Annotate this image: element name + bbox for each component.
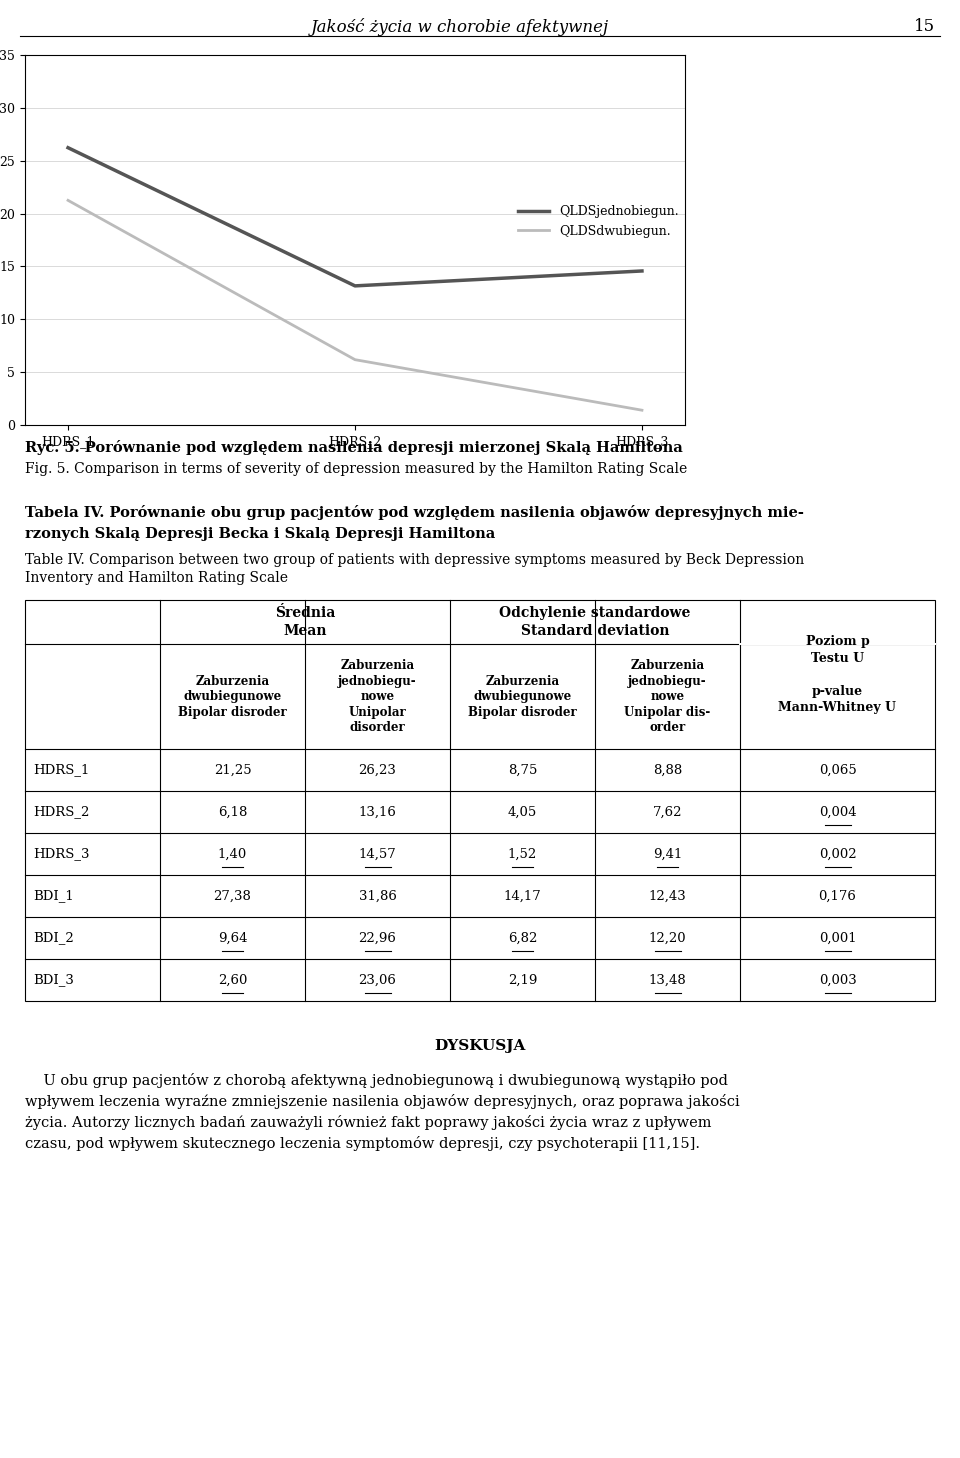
Text: 13,16: 13,16 (359, 805, 396, 818)
Legend: QLDSjednobiegun., QLDSdwubiegun.: QLDSjednobiegun., QLDSdwubiegun. (517, 206, 679, 238)
Text: Ryc. 5. Porównanie pod względem nasilenia depresji mierzonej Skalą Hamiltona: Ryc. 5. Porównanie pod względem nasileni… (25, 440, 683, 455)
Text: 31,86: 31,86 (359, 889, 396, 903)
Text: 12,43: 12,43 (649, 889, 686, 903)
Text: 6,18: 6,18 (218, 805, 247, 818)
Text: 0,001: 0,001 (819, 932, 856, 945)
Text: Fig. 5. Comparison in terms of severity of depression measured by the Hamilton R: Fig. 5. Comparison in terms of severity … (25, 462, 687, 475)
Text: BDI_2: BDI_2 (33, 932, 74, 945)
Text: wpływem leczenia wyraźne zmniejszenie nasilenia objawów depresyjnych, oraz popra: wpływem leczenia wyraźne zmniejszenie na… (25, 1094, 740, 1110)
Text: HDRS_1: HDRS_1 (33, 764, 89, 777)
Text: Zaburzenia
dwubiegunowe
Bipolar disroder: Zaburzenia dwubiegunowe Bipolar disroder (179, 675, 287, 719)
Text: 0,002: 0,002 (819, 847, 856, 860)
Text: 21,25: 21,25 (214, 764, 252, 777)
Text: 1,52: 1,52 (508, 847, 538, 860)
Text: 4,05: 4,05 (508, 805, 538, 818)
Text: U obu grup pacjentów z chorobą afektywną jednobiegunową i dwubiegunową wystąpiło: U obu grup pacjentów z chorobą afektywną… (25, 1073, 728, 1088)
Text: HDRS_3: HDRS_3 (33, 847, 89, 860)
Text: 27,38: 27,38 (213, 889, 252, 903)
Text: 9,64: 9,64 (218, 932, 248, 945)
Text: 1,40: 1,40 (218, 847, 247, 860)
Text: 8,88: 8,88 (653, 764, 683, 777)
Text: Jakość życia w chorobie afektywnej: Jakość życia w chorobie afektywnej (311, 17, 609, 36)
Text: 0,065: 0,065 (819, 764, 856, 777)
Text: Zaburzenia
jednobiegu-
nowe
Unipolar dis-
order: Zaburzenia jednobiegu- nowe Unipolar dis… (624, 659, 710, 733)
Bar (25, 601, 935, 1002)
Text: Inventory and Hamilton Rating Scale: Inventory and Hamilton Rating Scale (25, 572, 288, 585)
Text: rzonych Skalą Depresji Becka i Skalą Depresji Hamiltona: rzonych Skalą Depresji Becka i Skalą Dep… (25, 526, 495, 541)
Text: 26,23: 26,23 (359, 764, 396, 777)
Text: 7,62: 7,62 (653, 805, 683, 818)
Text: 23,06: 23,06 (359, 974, 396, 987)
Text: DYSKUSJA: DYSKUSJA (434, 1040, 526, 1053)
Text: 6,82: 6,82 (508, 932, 538, 945)
Text: 0,003: 0,003 (819, 974, 856, 987)
Text: Zaburzenia
jednobiegu-
nowe
Unipolar
disorder: Zaburzenia jednobiegu- nowe Unipolar dis… (338, 659, 417, 733)
Text: 22,96: 22,96 (359, 932, 396, 945)
Text: 8,75: 8,75 (508, 764, 538, 777)
Text: 0,004: 0,004 (819, 805, 856, 818)
Text: 2,60: 2,60 (218, 974, 247, 987)
Text: 9,41: 9,41 (653, 847, 683, 860)
Text: Poziom p
Testu U

p-value
Mann-Whitney U: Poziom p Testu U p-value Mann-Whitney U (779, 636, 897, 714)
Text: Tabela IV. Porównanie obu grup pacjentów pod względem nasilenia objawów depresyj: Tabela IV. Porównanie obu grup pacjentów… (25, 504, 804, 521)
Text: Zaburzenia
dwubiegunowe
Bipolar disroder: Zaburzenia dwubiegunowe Bipolar disroder (468, 675, 577, 719)
Text: 13,48: 13,48 (649, 974, 686, 987)
Text: Średnia
Mean: Średnia Mean (275, 607, 335, 637)
Text: BDI_1: BDI_1 (33, 889, 74, 903)
Text: 15: 15 (914, 17, 935, 35)
Text: 14,17: 14,17 (504, 889, 541, 903)
Text: BDI_3: BDI_3 (33, 974, 74, 987)
Text: Odchylenie standardowe
Standard deviation: Odchylenie standardowe Standard deviatio… (499, 607, 690, 637)
Text: życia. Autorzy licznych badań zauważyli również fakt poprawy jakości życia wraz : życia. Autorzy licznych badań zauważyli … (25, 1115, 711, 1130)
Text: HDRS_2: HDRS_2 (33, 805, 89, 818)
Text: Table IV. Comparison between two group of patients with depressive symptoms meas: Table IV. Comparison between two group o… (25, 553, 804, 567)
Text: 14,57: 14,57 (359, 847, 396, 860)
Text: 2,19: 2,19 (508, 974, 538, 987)
Text: 0,176: 0,176 (819, 889, 856, 903)
Text: 12,20: 12,20 (649, 932, 686, 945)
Text: czasu, pod wpływem skutecznego leczenia symptomów depresji, czy psychoterapii [1: czasu, pod wpływem skutecznego leczenia … (25, 1136, 700, 1150)
